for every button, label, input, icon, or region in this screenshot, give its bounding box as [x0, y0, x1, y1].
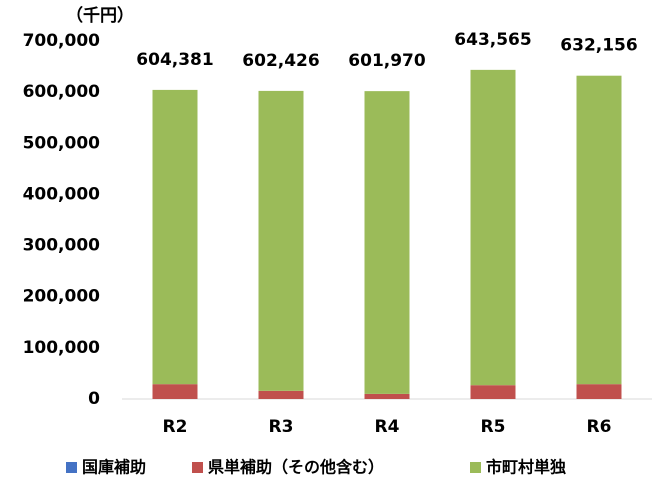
bar-segment — [364, 393, 410, 399]
total-label: 601,970 — [348, 51, 426, 71]
bar-segment — [364, 91, 410, 394]
bar-segment — [470, 385, 516, 399]
bar-segment — [470, 69, 516, 386]
y-axis-label: （千円） — [66, 5, 134, 26]
x-tick-label: R3 — [269, 417, 294, 437]
y-tick-label: 600,000 — [23, 82, 101, 102]
y-tick-label: 700,000 — [23, 31, 101, 51]
y-tick-label: 300,000 — [23, 236, 101, 256]
x-tick-label: R4 — [375, 417, 400, 437]
bar-segment — [258, 390, 304, 399]
total-label: 632,156 — [560, 36, 637, 56]
y-tick-label: 400,000 — [23, 184, 101, 204]
total-label: 604,381 — [136, 50, 213, 70]
legend-swatch — [470, 462, 481, 473]
bar-segment — [258, 90, 304, 391]
y-tick-label: 0 — [88, 389, 100, 409]
legend-label: 県単補助（その他含む） — [208, 458, 384, 477]
x-tick-label: R5 — [481, 417, 506, 437]
x-tick-label: R2 — [163, 417, 188, 437]
bar-segment — [576, 75, 622, 385]
legend-label: 市町村単独 — [486, 458, 566, 477]
y-tick-label: 100,000 — [23, 338, 101, 358]
total-label: 643,565 — [454, 30, 531, 50]
legend-swatch — [66, 462, 77, 473]
bar-segment — [576, 384, 622, 399]
legend-label: 国庫補助 — [82, 458, 146, 477]
bar-segment — [152, 384, 198, 399]
y-tick-label: 200,000 — [23, 287, 101, 307]
legend-swatch — [192, 462, 203, 473]
bar-segment — [152, 89, 198, 385]
y-tick-label: 500,000 — [23, 133, 101, 153]
x-tick-label: R6 — [587, 417, 612, 437]
total-label: 602,426 — [242, 51, 319, 71]
